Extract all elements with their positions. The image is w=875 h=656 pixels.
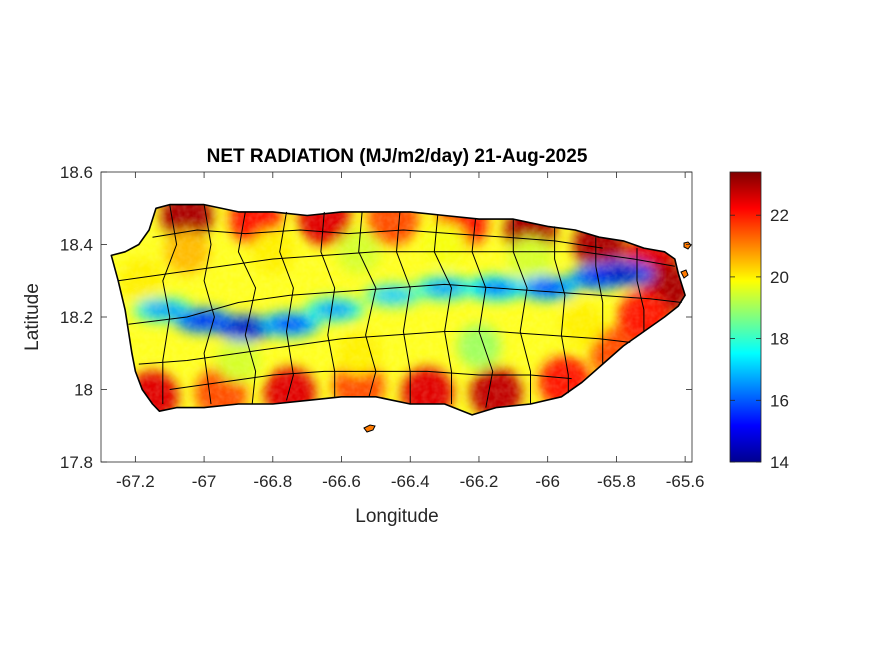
- offshore-islets: [363, 241, 692, 433]
- municipal-boundary: [512, 219, 531, 404]
- colorbar-tick-label: 20: [770, 268, 789, 287]
- municipal-boundary: [118, 251, 675, 282]
- x-tick-label: -66.6: [322, 472, 361, 491]
- municipal-boundary: [237, 211, 257, 405]
- x-tick-label: -65.8: [597, 472, 636, 491]
- colorbar-tick-label: 22: [770, 206, 789, 225]
- x-tick-label: -66.8: [253, 472, 292, 491]
- municipal-boundary: [169, 370, 572, 390]
- colorbar-tick-label: 18: [770, 330, 789, 349]
- x-axis: -67.2 -67 -66.8 -66.6 -66.4 -66.2 -66 -65.8 -65.…: [116, 172, 705, 491]
- municipal-boundary: [128, 283, 682, 325]
- municipal-boundary: [433, 215, 452, 404]
- y-tick-label: 18.6: [60, 163, 93, 182]
- y-tick-label: 18: [74, 381, 93, 400]
- municipal-boundary: [138, 331, 631, 365]
- x-tick-label: -66: [535, 472, 560, 491]
- island-coastline: [110, 203, 686, 416]
- x-tick-label: -67.2: [116, 472, 155, 491]
- municipal-boundary: [162, 204, 178, 404]
- y-tick-label: 18.4: [60, 236, 93, 255]
- colorbar: [729, 171, 762, 463]
- municipal-boundary: [636, 248, 645, 332]
- municipal-boundary: [396, 211, 411, 404]
- colorbar-tick-label: 16: [770, 391, 789, 410]
- x-tick-label: -66.2: [460, 472, 499, 491]
- municipal-boundary: [595, 237, 604, 365]
- y-axis: 18.6 18.4 18.2 18 17.8: [60, 163, 692, 472]
- y-tick-label: 18.2: [60, 308, 93, 327]
- municipal-boundary: [279, 211, 294, 401]
- y-tick-label: 17.8: [60, 453, 93, 472]
- x-tick-label: -65.6: [666, 472, 705, 491]
- y-axis-label: Latitude: [22, 283, 43, 351]
- x-axis-label: Longitude: [355, 506, 438, 527]
- municipal-boundary: [152, 229, 603, 249]
- municipal-boundary: [471, 219, 494, 408]
- colorbar-tick-label: 14: [770, 453, 789, 472]
- map-title: NET RADIATION (MJ/m2/day) 21-Aug-2025: [207, 146, 588, 167]
- colorbar-ticks: 22 20 18 16 14: [730, 206, 789, 472]
- municipal-boundary: [358, 211, 377, 397]
- municipal-boundary: [203, 204, 215, 405]
- x-tick-label: -67: [192, 472, 217, 491]
- x-tick-label: -66.4: [391, 472, 430, 491]
- municipal-boundary: [320, 211, 336, 397]
- municipal-boundaries: [110, 203, 686, 416]
